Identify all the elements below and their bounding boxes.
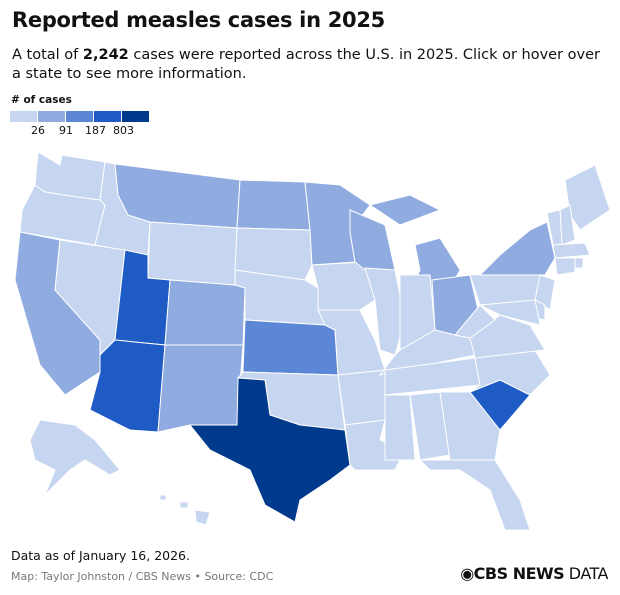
state-wi[interactable]: [349, 209, 396, 271]
state-ny[interactable]: [478, 221, 556, 276]
state-co[interactable]: [164, 279, 246, 346]
legend-break: 803: [113, 124, 134, 137]
state-ct[interactable]: [554, 257, 576, 276]
state-hi[interactable]: [159, 494, 211, 526]
state-ma[interactable]: [552, 242, 591, 259]
page-title: Reported measles cases in 2025: [12, 8, 385, 32]
state-ga[interactable]: [439, 391, 501, 461]
legend-break: 91: [59, 124, 73, 137]
legend-swatch: [38, 111, 65, 122]
total-cases: 2,242: [82, 47, 129, 63]
legend-title: # of cases: [11, 94, 72, 106]
legend-break: 187: [85, 124, 106, 137]
data-date: Data as of January 16, 2026.: [11, 548, 190, 563]
state-sd[interactable]: [234, 227, 313, 281]
legend: [10, 111, 150, 122]
state-ne[interactable]: [234, 269, 326, 326]
state-ak[interactable]: [29, 419, 121, 496]
state-tx[interactable]: [188, 377, 351, 523]
state-az[interactable]: [89, 339, 166, 433]
state-wy[interactable]: [147, 221, 238, 286]
state-nm[interactable]: [157, 344, 244, 433]
credit: Map: Taylor Johnston / CBS News • Source…: [11, 570, 274, 583]
legend-swatch: [94, 111, 121, 122]
state-md[interactable]: [478, 299, 541, 326]
state-nc[interactable]: [469, 349, 551, 396]
state-wv[interactable]: [454, 304, 496, 339]
subtitle: A total of 2,242 cases were reported acr…: [12, 47, 601, 82]
state-nj[interactable]: [534, 274, 556, 311]
state-fl[interactable]: [418, 459, 531, 531]
legend-swatch: [66, 111, 93, 122]
state-va[interactable]: [469, 314, 546, 359]
state-nd[interactable]: [236, 179, 311, 231]
legend-swatch: [122, 111, 149, 122]
legend-break: 26: [31, 124, 45, 137]
state-ks[interactable]: [242, 319, 339, 376]
state-ar[interactable]: [337, 369, 386, 426]
cbs-news-data-logo: ◉CBS NEWS DATA: [460, 564, 608, 583]
legend-swatch: [10, 111, 37, 122]
state-ms[interactable]: [384, 394, 416, 461]
state-ri[interactable]: [574, 257, 584, 269]
